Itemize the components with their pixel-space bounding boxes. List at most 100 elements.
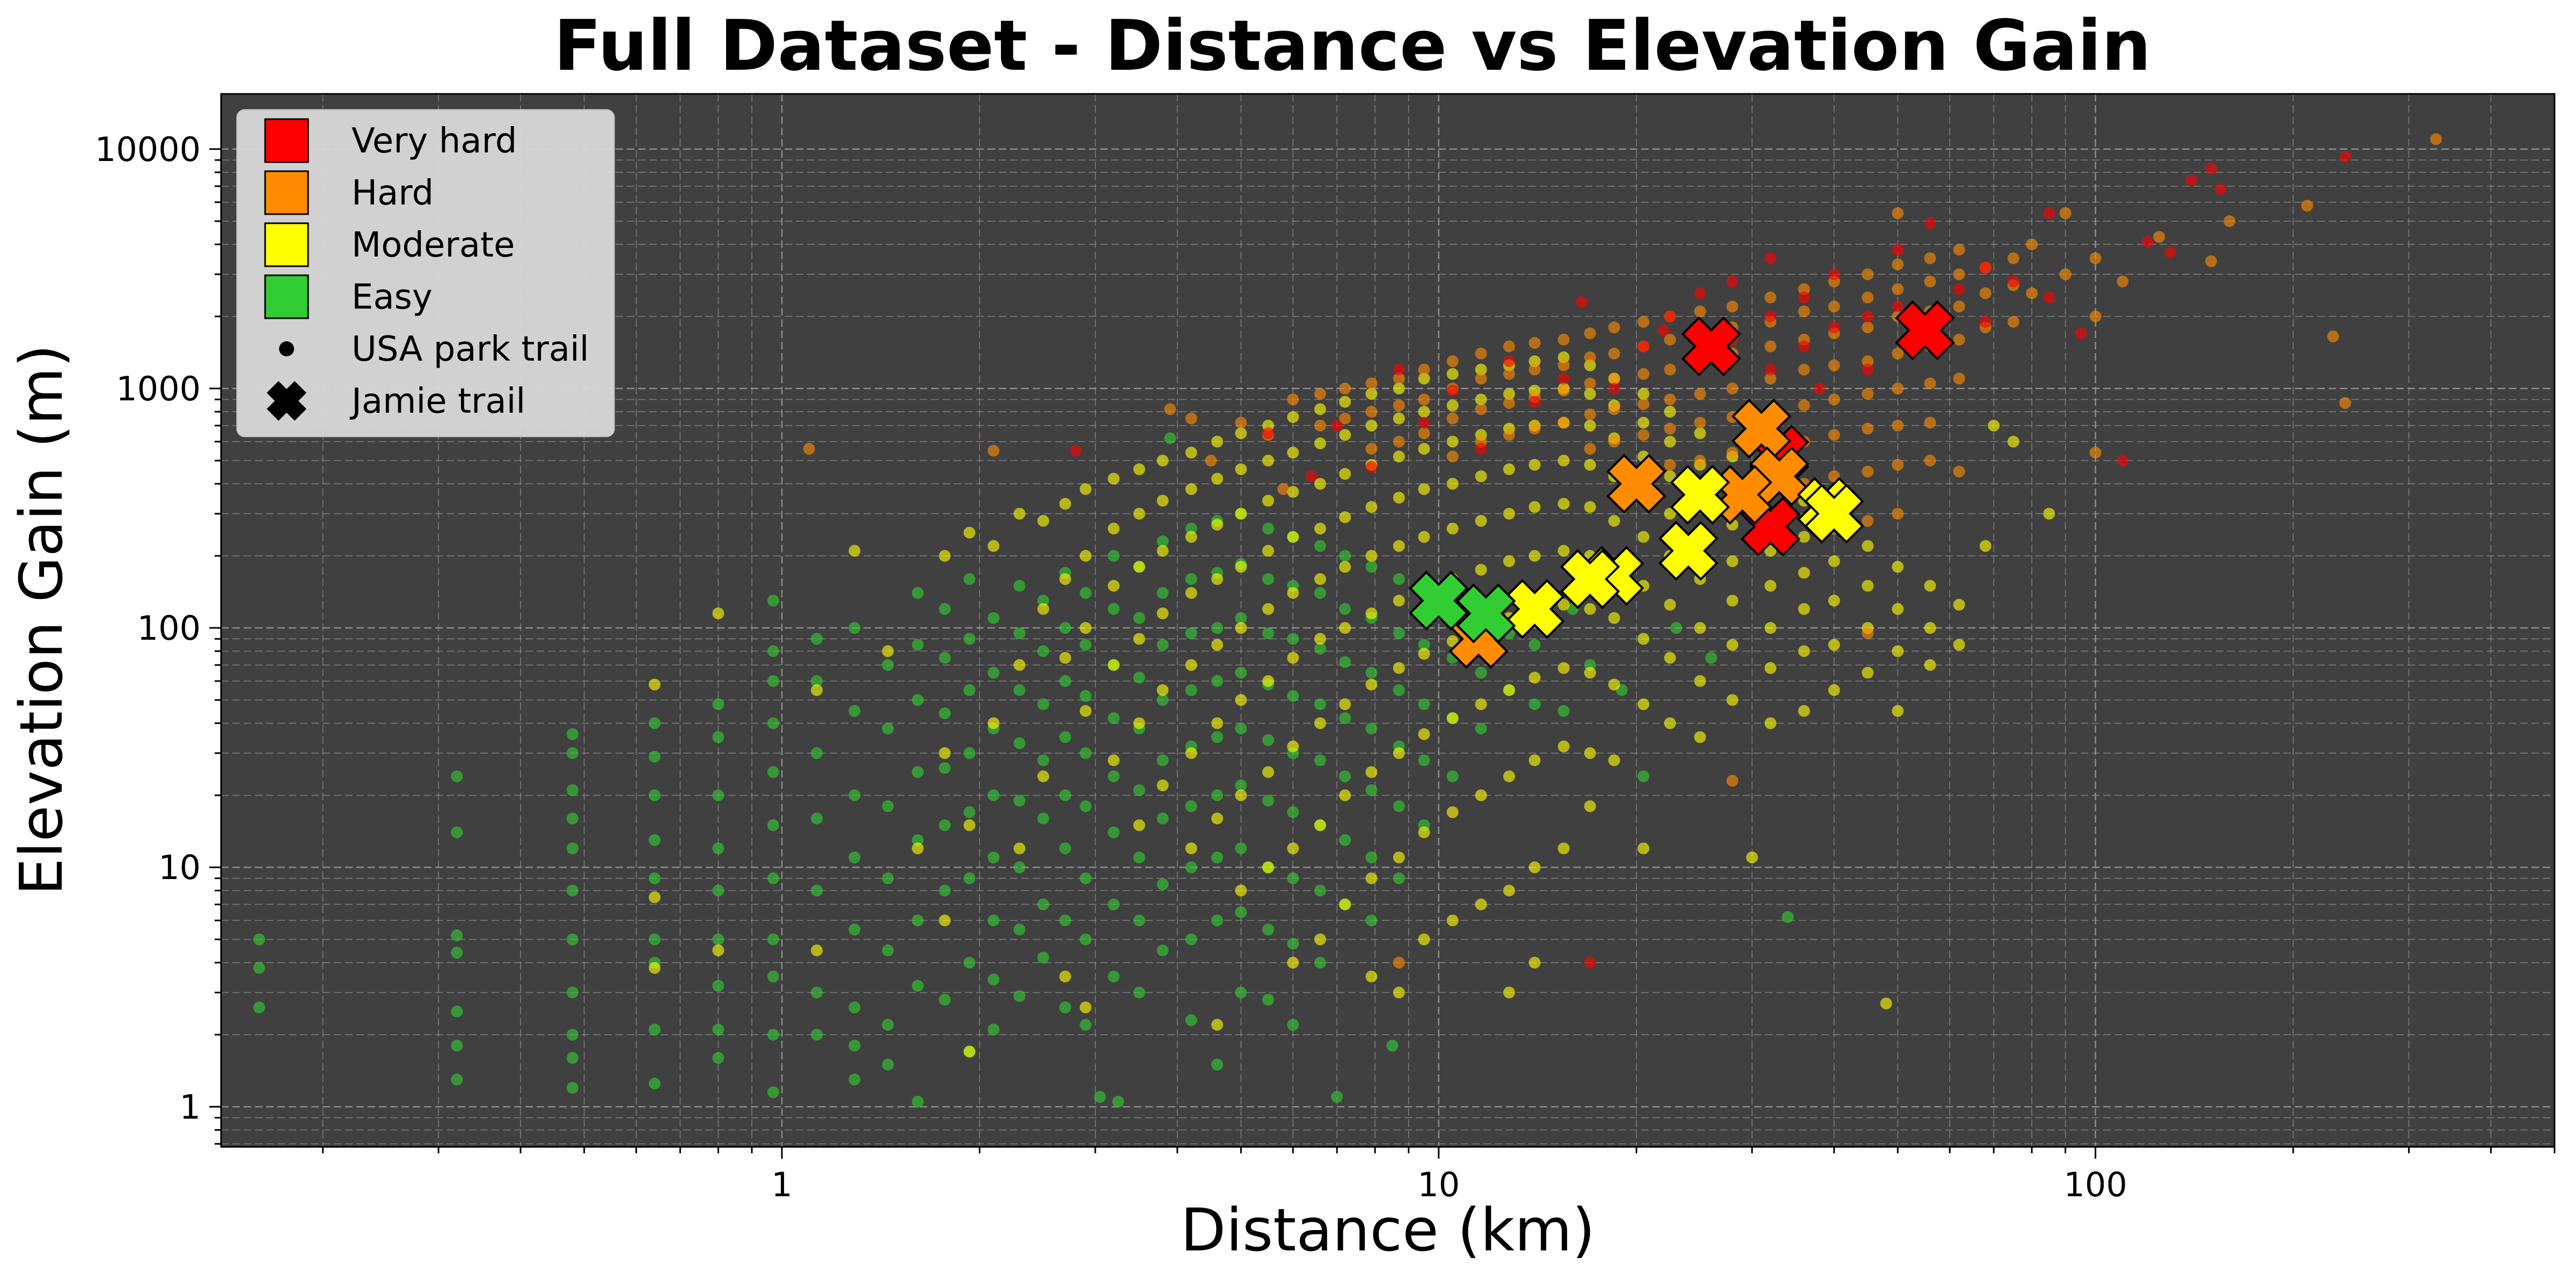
- data-point-moderate: [1287, 842, 1299, 854]
- data-point-easy: [712, 1023, 724, 1036]
- data-point-moderate: [1287, 486, 1299, 498]
- data-point-moderate: [1557, 598, 1570, 611]
- data-point-easy: [1365, 667, 1378, 679]
- data-point-hard: [1365, 406, 1378, 418]
- data-point-easy: [1108, 550, 1120, 562]
- data-point-hard: [1608, 435, 1620, 448]
- data-point-very-hard: [1608, 382, 1620, 394]
- data-point-hard: [1862, 422, 1874, 435]
- data-point-hard: [2089, 310, 2102, 323]
- data-point-moderate: [1446, 478, 1459, 490]
- legend-swatch-hard: [264, 170, 309, 215]
- data-point-easy: [1157, 754, 1169, 766]
- data-point-easy: [1314, 540, 1326, 552]
- data-point-hard: [2089, 447, 2102, 459]
- legend-swatch-very-hard: [264, 118, 309, 163]
- data-point-easy: [848, 1001, 861, 1014]
- data-point-moderate: [1726, 639, 1739, 651]
- data-point-hard: [2089, 252, 2102, 265]
- data-point-moderate: [1235, 789, 1247, 801]
- data-point-moderate: [1828, 595, 1840, 607]
- data-point-easy: [810, 884, 823, 897]
- data-point-easy: [648, 1078, 661, 1090]
- data-point-very-hard: [1305, 470, 1318, 482]
- data-point-hard: [2327, 330, 2339, 342]
- data-point-moderate: [1235, 694, 1247, 706]
- data-point-easy: [767, 1086, 779, 1099]
- data-point-very-hard: [2185, 174, 2198, 187]
- data-point-hard: [2223, 215, 2236, 228]
- data-point-easy: [451, 770, 463, 782]
- data-point-hard: [2153, 231, 2165, 243]
- data-point-moderate: [1979, 540, 1992, 552]
- data-point-easy: [1446, 770, 1459, 782]
- data-point-moderate: [1185, 659, 1197, 671]
- data-point-easy: [939, 993, 951, 1006]
- data-point-easy: [253, 962, 265, 974]
- data-point-moderate: [1924, 622, 1936, 634]
- data-point-moderate: [1862, 667, 1874, 679]
- data-point-moderate: [1798, 603, 1810, 615]
- y-tick-label: 1000: [116, 369, 201, 408]
- data-point-easy: [1262, 923, 1275, 935]
- data-point-hard: [1418, 427, 1430, 440]
- data-point-easy: [767, 766, 779, 778]
- data-point-very-hard: [1070, 444, 1082, 457]
- data-point-easy: [1185, 933, 1197, 946]
- data-point-easy: [1211, 731, 1224, 743]
- data-point-hard: [1503, 397, 1515, 409]
- data-point-moderate: [1664, 652, 1676, 664]
- data-point-moderate: [1557, 842, 1570, 854]
- plot-frame: [220, 93, 2556, 1148]
- data-point-easy: [912, 766, 924, 778]
- data-point-moderate: [648, 891, 661, 903]
- data-point-easy: [1037, 645, 1049, 657]
- data-point-easy: [1418, 698, 1430, 711]
- data-point-moderate: [1608, 678, 1620, 691]
- data-point-moderate: [1079, 1001, 1092, 1014]
- data-point-easy: [1339, 603, 1351, 615]
- data-point-moderate: [1059, 652, 1071, 664]
- jamie-trail-marker-hard: [1731, 398, 1791, 459]
- data-point-hard: [1924, 455, 1936, 467]
- data-point-moderate: [1475, 393, 1487, 406]
- data-point-hard: [1418, 363, 1430, 376]
- data-point-moderate: [1475, 470, 1487, 482]
- x-tick-label: 10: [1417, 1165, 1460, 1204]
- data-point-easy: [1079, 872, 1092, 884]
- data-point-easy: [1133, 851, 1145, 863]
- data-point-easy: [1262, 522, 1275, 535]
- data-point-moderate: [1446, 806, 1459, 818]
- data-point-easy: [1365, 851, 1378, 863]
- data-point-moderate: [1235, 508, 1247, 520]
- data-point-easy: [1108, 970, 1120, 983]
- data-point-moderate: [1637, 842, 1650, 854]
- data-point-easy: [1037, 813, 1049, 825]
- data-point-easy: [1314, 698, 1326, 711]
- data-point-moderate: [1418, 443, 1430, 455]
- data-point-easy: [253, 933, 265, 946]
- data-point-easy: [1235, 842, 1247, 854]
- data-point-easy: [1211, 851, 1224, 863]
- data-point-moderate: [1211, 1019, 1224, 1031]
- data-point-very-hard: [1393, 363, 1405, 376]
- data-point-moderate: [1924, 659, 1936, 671]
- data-point-moderate: [1446, 635, 1459, 647]
- data-point-very-hard: [1694, 287, 1706, 299]
- data-point-moderate: [1828, 639, 1840, 651]
- data-point-easy: [648, 933, 661, 946]
- data-point-moderate: [1211, 717, 1224, 729]
- data-point-moderate: [1726, 555, 1739, 567]
- data-point-easy: [912, 639, 924, 651]
- data-point-moderate: [1365, 501, 1378, 513]
- data-point-hard: [1557, 384, 1570, 397]
- data-point-moderate: [1235, 463, 1247, 475]
- data-point-easy: [1365, 914, 1378, 927]
- data-point-easy: [810, 986, 823, 999]
- data-point-hard: [1475, 347, 1487, 360]
- data-point-easy: [1211, 914, 1224, 927]
- data-point-very-hard: [1557, 372, 1570, 385]
- data-point-easy: [963, 684, 976, 696]
- data-point-hard: [2430, 133, 2442, 145]
- data-point-easy: [912, 1095, 924, 1108]
